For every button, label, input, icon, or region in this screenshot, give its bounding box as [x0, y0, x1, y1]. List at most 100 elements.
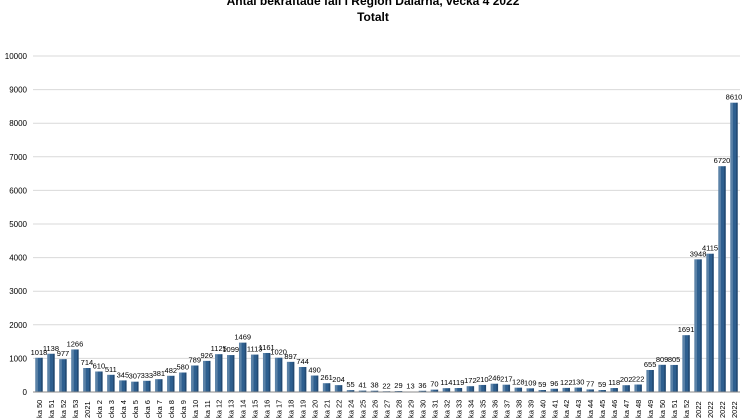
bar-highlight [502, 384, 506, 392]
bar-body [47, 353, 55, 392]
bar-body [670, 364, 678, 392]
bar-shade [640, 384, 642, 392]
bar-highlight [322, 383, 326, 392]
x-tick-label: ka 51 [47, 400, 56, 418]
bar-highlight [250, 354, 254, 392]
bar-body [71, 349, 79, 392]
bar [346, 390, 355, 392]
y-tick-label: 3000 [9, 287, 27, 296]
bar-shade [484, 384, 487, 392]
bar-highlight [634, 384, 638, 392]
data-label: 333 [141, 371, 154, 380]
x-tick-label: cka 5 [131, 400, 140, 418]
data-label: 38 [370, 381, 378, 390]
x-tick-label: ka 15 [251, 400, 260, 418]
bar [574, 387, 582, 392]
bar-body [706, 253, 714, 392]
bar-shade [544, 390, 546, 392]
chart-title: Antal bekräftade fall i Region Dalarna, … [227, 0, 520, 8]
bar-highlight [694, 259, 697, 392]
bar-shade [580, 387, 582, 392]
bar [191, 365, 199, 392]
bar-shade [316, 375, 319, 392]
x-tick-label: ka 31 [430, 400, 439, 418]
bar-highlight [526, 388, 530, 392]
data-label: 482 [165, 366, 178, 375]
bar-body [538, 390, 546, 392]
y-tick-label: 10000 [5, 52, 28, 61]
bar-shade [496, 383, 499, 392]
bar-highlight [179, 372, 182, 392]
bar-highlight [107, 374, 110, 392]
bar-highlight [346, 390, 350, 392]
bar-body [262, 352, 271, 392]
y-tick-label: 2000 [9, 321, 27, 330]
bar [334, 385, 343, 392]
bar [286, 361, 295, 392]
bar-body [274, 357, 283, 392]
data-label: 70 [430, 380, 438, 389]
x-tick-label: ka 41 [550, 400, 559, 418]
data-label: 809 [656, 355, 669, 364]
data-label: 977 [57, 349, 70, 358]
x-tick-label: ka 53 [71, 400, 80, 418]
bar [250, 354, 259, 392]
bar-body [718, 166, 726, 392]
bar [83, 368, 91, 392]
bar-highlight [586, 389, 590, 392]
bar-body [490, 383, 499, 392]
x-tick-label: ka 24 [347, 400, 356, 418]
bar-shade [256, 354, 259, 392]
bar [418, 390, 427, 392]
bar-highlight [298, 367, 302, 392]
x-tick-label: ka 45 [598, 400, 607, 418]
bar-highlight [227, 355, 230, 392]
bar [634, 384, 642, 392]
bar-highlight [514, 387, 518, 392]
bar-shade [652, 369, 654, 392]
bar [47, 353, 55, 392]
x-tick-label: 2021 [83, 401, 92, 418]
data-label: 345 [117, 370, 130, 379]
bar-body [227, 355, 235, 392]
bar-highlight [215, 354, 218, 392]
bar-shade [124, 380, 127, 392]
bar-shade [556, 388, 558, 392]
data-label: 805 [668, 355, 681, 364]
bar-body [250, 354, 259, 392]
bar-shade [724, 166, 726, 392]
bar-shade [532, 388, 535, 392]
data-label: 122 [560, 378, 573, 387]
bar-highlight [562, 387, 566, 392]
bar-highlight [83, 368, 86, 392]
x-tick-label: ka 49 [646, 400, 655, 418]
data-label: 3948 [690, 249, 707, 258]
bar-highlight [370, 390, 374, 392]
x-tick-label: ka 12 [215, 400, 224, 418]
bar-shade [172, 375, 175, 392]
bar-highlight [538, 390, 542, 392]
bar-highlight [706, 253, 709, 392]
bar-highlight [71, 349, 74, 392]
x-tick-label: ka 16 [263, 400, 272, 418]
x-tick-label: ka 36 [490, 400, 499, 418]
data-label: 1469 [234, 333, 251, 342]
data-label: 1099 [222, 345, 239, 354]
bar-highlight [490, 383, 494, 392]
x-tick-label: 2022 [718, 401, 727, 418]
data-label: 381 [153, 369, 166, 378]
chart-subtitle: Totalt [357, 10, 389, 24]
bar-shade [436, 389, 439, 392]
x-tick-label: ka 52 [59, 400, 68, 418]
data-label: 580 [177, 363, 190, 372]
bar [262, 352, 271, 392]
bar-highlight [454, 388, 458, 392]
bar [358, 390, 367, 392]
bar [514, 387, 523, 392]
data-label: 128 [512, 378, 525, 387]
bar-body [682, 335, 690, 392]
bar [454, 388, 463, 392]
bar [622, 385, 630, 392]
bar-body [502, 384, 511, 392]
x-tick-label: ka 27 [383, 400, 392, 418]
